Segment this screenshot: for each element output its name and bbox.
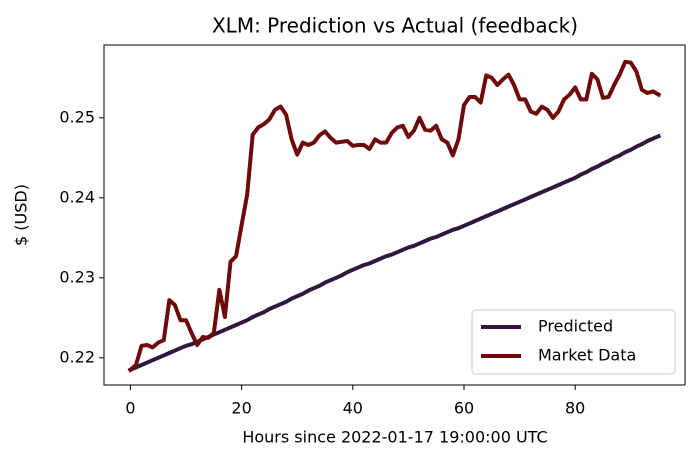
x-tick-label: 20 xyxy=(231,399,251,418)
chart-title: XLM: Prediction vs Actual (feedback) xyxy=(212,14,578,38)
series-line xyxy=(127,133,662,373)
series-line xyxy=(127,59,662,373)
y-tick-label: 0.25 xyxy=(59,107,95,126)
y-tick-label: 0.24 xyxy=(59,187,95,206)
x-tick-label: 40 xyxy=(343,399,363,418)
legend-label: Market Data xyxy=(538,346,636,365)
x-tick-label: 0 xyxy=(125,399,135,418)
y-axis-label: $ (USD) xyxy=(12,184,31,246)
x-tick-label: 60 xyxy=(454,399,474,418)
x-tick-label: 80 xyxy=(565,399,585,418)
y-tick-label: 0.22 xyxy=(59,347,95,366)
x-axis-label: Hours since 2022-01-17 19:00:00 UTC xyxy=(242,428,547,447)
legend-label: Predicted xyxy=(538,317,613,336)
plot-frame xyxy=(103,44,686,386)
y-tick-label: 0.23 xyxy=(59,267,95,286)
legend-box xyxy=(471,309,676,375)
